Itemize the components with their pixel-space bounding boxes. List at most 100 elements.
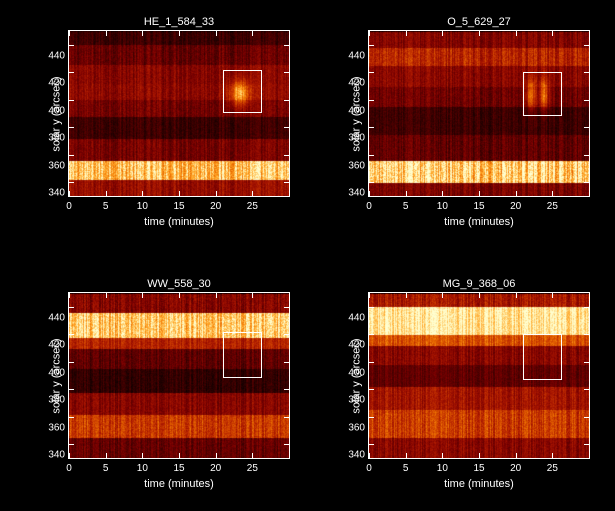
xlabel: time (minutes) — [69, 478, 289, 490]
ytick — [369, 389, 374, 390]
xtick — [442, 31, 443, 36]
ytick — [584, 334, 589, 335]
ytick-label: 360 — [41, 160, 65, 171]
ytick — [284, 127, 289, 128]
ytick — [69, 444, 74, 445]
xtick — [252, 191, 253, 196]
xtick-label: 20 — [510, 201, 521, 212]
ytick — [69, 45, 74, 46]
ytick — [284, 155, 289, 156]
ytick — [584, 307, 589, 308]
xtick-label: 20 — [210, 201, 221, 212]
panel-title: WW_558_30 — [68, 278, 290, 290]
xtick — [179, 191, 180, 196]
ytick — [369, 362, 374, 363]
ytick-label: 440 — [41, 50, 65, 61]
ytick-label: 440 — [41, 312, 65, 323]
xtick — [516, 293, 517, 298]
xtick — [406, 31, 407, 36]
ytick — [369, 417, 374, 418]
ytick — [69, 389, 74, 390]
xtick — [179, 31, 180, 36]
plot-area: 0510152025340360380400420440time (minute… — [68, 292, 290, 459]
xtick — [142, 293, 143, 298]
ytick — [69, 334, 74, 335]
xtick — [479, 453, 480, 458]
xtick — [552, 31, 553, 36]
xtick — [406, 191, 407, 196]
ytick-label: 360 — [341, 160, 365, 171]
xtick-label: 0 — [66, 463, 72, 474]
xlabel: time (minutes) — [369, 216, 589, 228]
xtick-label: 15 — [473, 201, 484, 212]
ytick — [69, 72, 74, 73]
xtick — [69, 453, 70, 458]
xtick — [369, 31, 370, 36]
ytick — [284, 362, 289, 363]
xtick — [69, 191, 70, 196]
ytick — [69, 127, 74, 128]
xtick-label: 0 — [66, 201, 72, 212]
ylabel: solar y (arcsec) — [351, 338, 363, 413]
ytick — [284, 307, 289, 308]
ytick — [369, 334, 374, 335]
ytick-label: 340 — [341, 450, 365, 461]
xtick-label: 15 — [173, 201, 184, 212]
xtick-label: 5 — [103, 201, 109, 212]
ytick — [369, 72, 374, 73]
ytick-label: 340 — [341, 188, 365, 199]
ytick — [69, 417, 74, 418]
plot-area: 0510152025340360380400420440time (minute… — [68, 30, 290, 197]
xtick-label: 0 — [366, 201, 372, 212]
xtick — [216, 31, 217, 36]
ytick — [69, 182, 74, 183]
xtick — [106, 293, 107, 298]
xtick — [479, 31, 480, 36]
xtick-label: 10 — [437, 463, 448, 474]
ytick-label: 340 — [41, 450, 65, 461]
xtick-label: 15 — [473, 463, 484, 474]
xtick — [516, 453, 517, 458]
xtick-label: 20 — [510, 463, 521, 474]
ytick — [369, 182, 374, 183]
ytick — [284, 72, 289, 73]
xtick — [179, 453, 180, 458]
xtick — [406, 453, 407, 458]
ytick — [584, 389, 589, 390]
xtick-label: 25 — [547, 201, 558, 212]
xtick — [216, 191, 217, 196]
xtick — [479, 293, 480, 298]
ytick — [284, 389, 289, 390]
xlabel: time (minutes) — [69, 216, 289, 228]
xtick — [216, 453, 217, 458]
panel-title: MG_9_368_06 — [368, 278, 590, 290]
xtick — [369, 453, 370, 458]
xtick — [406, 293, 407, 298]
xtick — [552, 453, 553, 458]
ytick — [284, 45, 289, 46]
ytick — [584, 127, 589, 128]
ytick — [69, 100, 74, 101]
ytick — [584, 155, 589, 156]
xtick — [69, 293, 70, 298]
xtick — [516, 191, 517, 196]
ytick — [284, 100, 289, 101]
xtick — [216, 293, 217, 298]
xtick — [442, 453, 443, 458]
xtick — [106, 31, 107, 36]
ytick — [369, 100, 374, 101]
ytick — [369, 45, 374, 46]
ytick — [369, 155, 374, 156]
panel-title: HE_1_584_33 — [68, 16, 290, 28]
xtick-label: 25 — [547, 463, 558, 474]
heatmap-canvas — [369, 293, 589, 458]
ytick — [69, 307, 74, 308]
plot-area: 0510152025340360380400420440time (minute… — [368, 30, 590, 197]
ytick-label: 360 — [41, 422, 65, 433]
xtick — [479, 191, 480, 196]
ytick — [584, 182, 589, 183]
heatmap-canvas — [69, 31, 289, 196]
xtick-label: 10 — [137, 201, 148, 212]
panel-he1: HE_1_584_330510152025340360380400420440t… — [68, 30, 290, 197]
ylabel: solar y (arcsec) — [351, 76, 363, 151]
